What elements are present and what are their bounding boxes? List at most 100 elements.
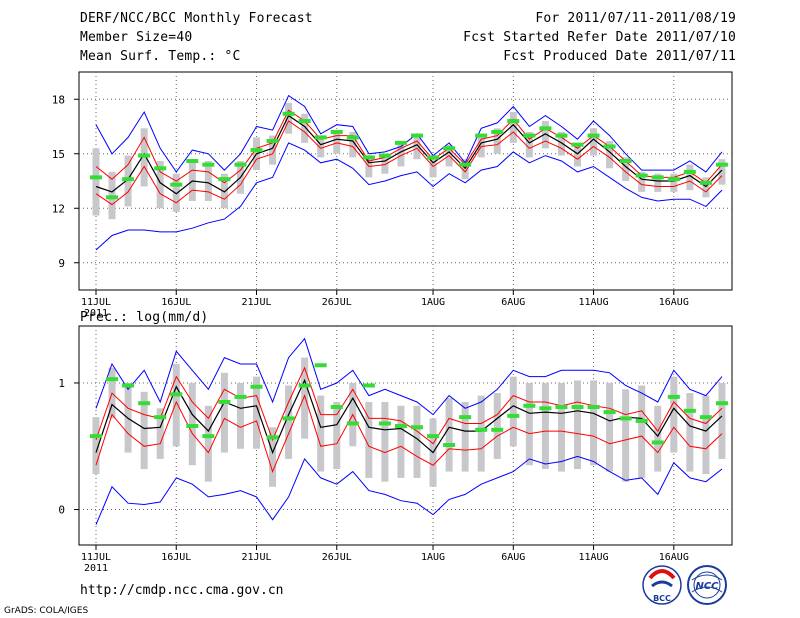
observed-marker: [314, 135, 327, 140]
observed-marker: [122, 383, 135, 388]
xtick-label-16AUG: 16AUG: [659, 552, 689, 563]
observed-marker: [587, 405, 600, 410]
ytick-label-15: 15: [52, 148, 65, 161]
spread-box: [92, 417, 100, 475]
observed-marker: [282, 111, 295, 116]
observed-marker: [443, 146, 456, 151]
observed-marker: [298, 383, 311, 388]
panel-frame-0: [78, 71, 733, 291]
xtick-label-11JUL: 11JUL: [81, 297, 111, 308]
observed-marker: [90, 434, 102, 439]
spread-box: [638, 385, 646, 478]
observed-marker: [571, 142, 584, 147]
grads-credit: GrADS: COLA/IGES: [4, 606, 89, 616]
xtick-label-26JUL: 26JUL: [322, 552, 352, 563]
observed-marker: [619, 416, 632, 421]
observed-marker: [587, 133, 600, 138]
spread-box: [285, 102, 293, 134]
spread-box: [702, 395, 710, 475]
spread-box: [541, 382, 549, 470]
spread-box: [606, 382, 614, 472]
spread-box: [365, 401, 373, 478]
spread-box: [493, 128, 501, 154]
spread-box: [317, 395, 325, 472]
spread-box: [525, 382, 533, 466]
xtick-label-16JUL: 16JUL: [161, 297, 191, 308]
xtick-label-11JUL: 11JUL: [81, 552, 111, 563]
spread-box: [333, 401, 341, 470]
observed-marker: [106, 195, 119, 200]
observed-marker: [507, 413, 520, 418]
series-line-mean: [95, 114, 723, 195]
observed-marker: [266, 139, 279, 144]
observed-marker: [346, 421, 359, 426]
spread-box: [654, 173, 662, 192]
spread-box: [220, 173, 228, 209]
observed-marker: [378, 153, 391, 158]
observed-marker: [699, 180, 712, 185]
series-line-min: [95, 142, 723, 251]
observed-marker: [603, 410, 616, 415]
spread-box: [557, 131, 565, 156]
spread-box: [333, 130, 341, 154]
spread-box: [349, 131, 357, 158]
xtick-year: 2011: [84, 308, 108, 319]
observed-marker: [475, 427, 488, 432]
observed-marker: [362, 383, 375, 388]
spread-box: [509, 111, 517, 143]
panel-frame-1: [78, 325, 733, 546]
observed-marker: [715, 162, 728, 167]
spread-box: [686, 393, 694, 472]
spread-box: [188, 159, 196, 201]
spread-box: [172, 363, 180, 447]
fcst-produced-date: Fcst Produced Date 2011/07/11: [503, 49, 736, 64]
spread-box: [541, 121, 549, 149]
fcst-started-date: Fcst Started Refer Date 2011/07/10: [463, 30, 736, 45]
observed-marker: [635, 418, 648, 423]
observed-marker: [330, 129, 343, 134]
observed-marker: [202, 162, 215, 167]
xtick-label-26JUL: 26JUL: [322, 297, 352, 308]
series-line-upper: [95, 366, 723, 445]
spread-box: [220, 372, 228, 453]
observed-marker: [330, 405, 343, 410]
spread-box: [317, 135, 325, 158]
spread-box: [397, 405, 405, 478]
observed-marker: [138, 153, 151, 158]
footer-url[interactable]: http://cmdp.ncc.cma.gov.cn: [80, 583, 284, 598]
observed-marker: [122, 177, 135, 182]
xtick-label-11AUG: 11AUG: [578, 297, 608, 308]
spread-box: [590, 128, 598, 156]
spread-box: [670, 376, 678, 453]
spread-box: [156, 408, 164, 459]
xtick-label-1AUG: 1AUG: [421, 552, 445, 563]
series-line-max: [95, 337, 723, 416]
temp-panel-title: Mean Surf. Temp.: °C: [80, 49, 241, 64]
spread-box: [461, 159, 469, 180]
observed-marker: [266, 435, 279, 440]
observed-marker: [539, 406, 552, 411]
ytick-label-12: 12: [52, 202, 65, 215]
spread-box: [574, 142, 581, 167]
observed-marker: [555, 405, 568, 410]
observed-marker: [715, 401, 728, 406]
spread-box: [557, 382, 565, 472]
spread-box: [493, 393, 501, 459]
observed-marker: [651, 175, 664, 180]
spread-box: [622, 389, 630, 482]
observed-marker: [298, 119, 311, 124]
spread-box: [461, 401, 469, 472]
observed-marker: [314, 363, 327, 368]
spread-box: [269, 427, 277, 487]
observed-marker: [394, 424, 407, 429]
series-line-min: [95, 455, 723, 525]
xtick-label-21JUL: 21JUL: [241, 297, 271, 308]
observed-marker: [411, 133, 423, 138]
observed-marker: [667, 394, 680, 399]
observed-marker: [250, 384, 263, 389]
spread-box: [253, 376, 260, 449]
observed-marker: [282, 416, 295, 421]
observed-marker: [394, 140, 407, 145]
observed-marker: [186, 159, 199, 164]
observed-marker: [443, 442, 456, 447]
